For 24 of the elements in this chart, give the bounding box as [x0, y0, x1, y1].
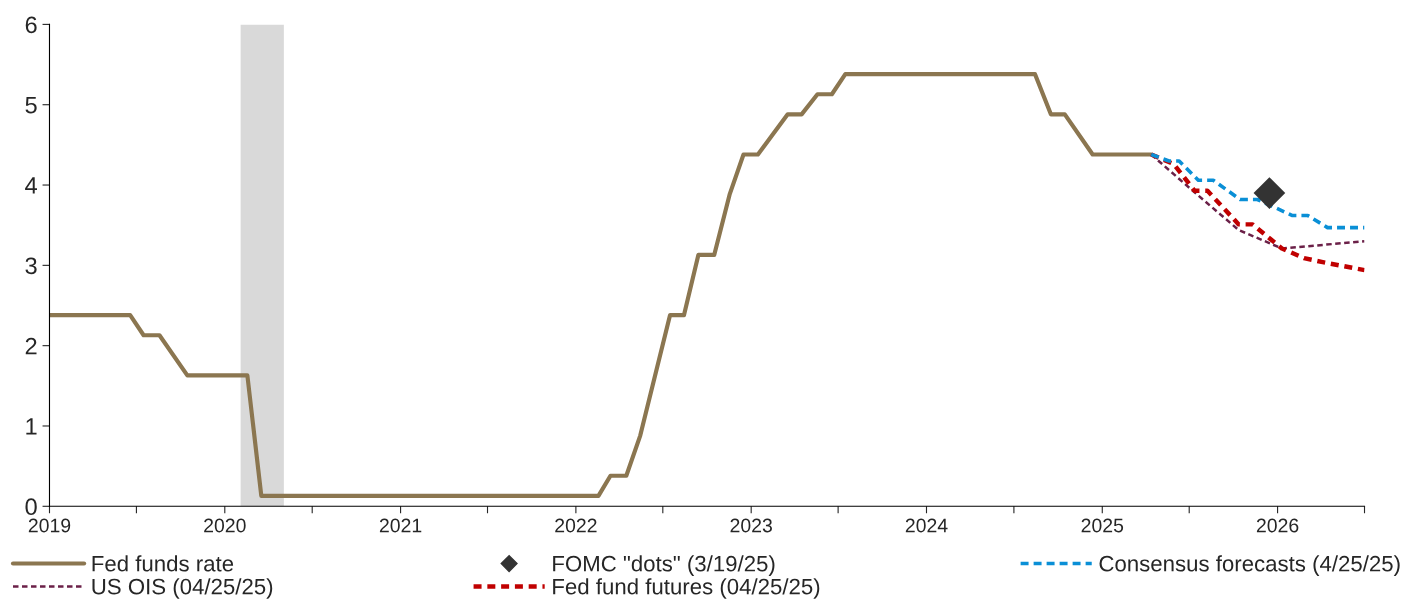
legend-label: Fed fund futures (04/25/25): [553, 578, 820, 599]
y-tick-label: 5: [25, 97, 37, 114]
x-tick-label: 2024: [905, 518, 948, 533]
y-tick-label: 6: [25, 16, 37, 34]
x-tick-label: 2020: [204, 518, 246, 533]
line-series: [49, 72, 1154, 498]
x-tick-label: 2023: [730, 518, 772, 533]
legend-label: Consensus forecasts (4/25/25): [1099, 555, 1400, 576]
x-tick-label: 2019: [28, 518, 71, 533]
line-series: [1149, 152, 1365, 273]
x-tick-label: 2025: [1081, 518, 1124, 533]
legend-label: US OIS (04/25/25): [92, 578, 273, 599]
legend-label: FOMC "dots" (3/19/25): [553, 555, 775, 576]
y-tick-label: 2: [25, 337, 37, 355]
legend-label: Fed funds rate: [92, 555, 234, 572]
y-tick-label: 1: [26, 418, 37, 435]
line-series: [1149, 152, 1365, 230]
y-tick-label: 3: [25, 257, 37, 275]
y-tick-label: 0: [25, 498, 37, 516]
x-tick-label: 2022: [555, 518, 597, 533]
line-series: [1150, 153, 1365, 250]
y-tick-label: 4: [25, 177, 37, 194]
x-tick-label: 2026: [1256, 518, 1299, 533]
x-tick-label: 2021: [379, 518, 422, 533]
